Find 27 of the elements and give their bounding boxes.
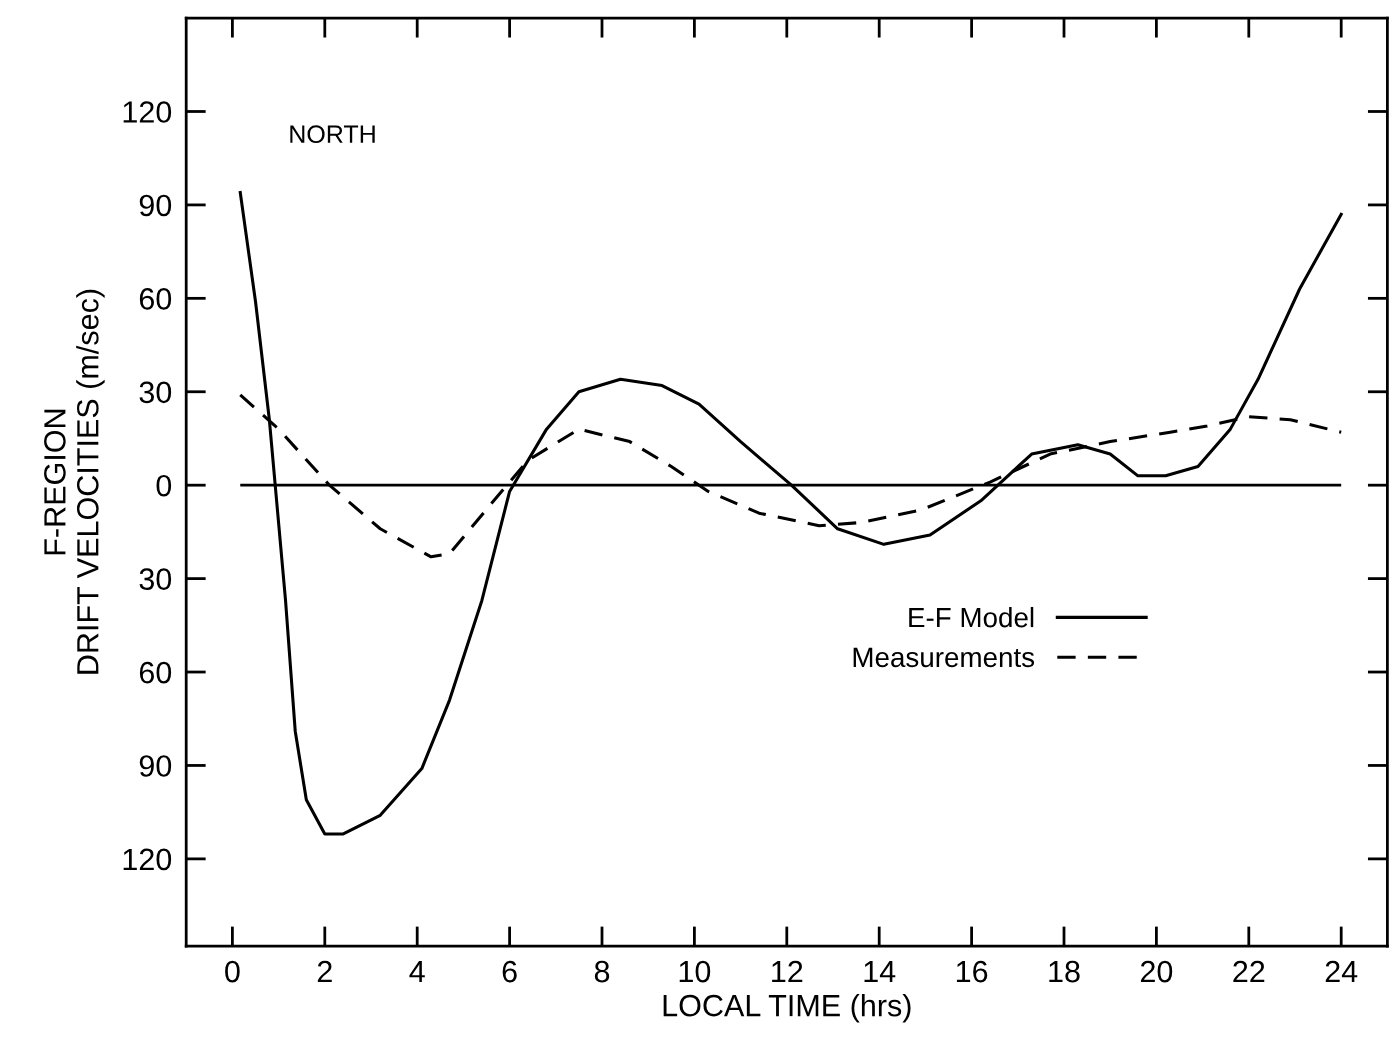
y-tick-label: 60 — [139, 288, 172, 310]
y-tick-label: 90 — [139, 194, 172, 217]
y-axis-title: F-REGION DRIFT VELOCITIES (m/sec) — [44, 289, 105, 674]
x-tick-label: 0 — [225, 960, 240, 983]
x-tick-label: 12 — [772, 960, 803, 983]
x-tick-label: 18 — [1049, 960, 1080, 983]
x-tick-label: 8 — [594, 960, 610, 983]
y-tick-label: 60 — [139, 661, 172, 684]
x-tick-label: 2 — [317, 960, 332, 983]
y-tick-label: 30 — [139, 381, 172, 404]
y-tick-label: 120 — [123, 848, 172, 871]
x-tick-label: 10 — [679, 960, 711, 983]
annotation: NORTH — [290, 125, 375, 144]
y-tick-label: 120 — [123, 101, 172, 123]
x-tick-label: 20 — [1140, 960, 1173, 983]
x-tick-label: 6 — [502, 960, 517, 983]
x-tick-label: 16 — [956, 960, 988, 983]
y-tick-label: 30 — [139, 568, 172, 590]
y-tick-label: 0 — [156, 474, 172, 497]
x-tick-label: 14 — [864, 961, 896, 983]
legend-label: Measurements — [853, 647, 1035, 668]
y-tick-label: 90 — [139, 755, 172, 777]
x-tick-label: 4 — [409, 961, 425, 983]
x-tick-label: 24 — [1325, 960, 1358, 983]
x-tick-label: 22 — [1233, 960, 1265, 983]
x-axis-title: LOCAL TIME (hrs) — [663, 994, 911, 1023]
legend-label: E-F Model — [909, 606, 1034, 628]
